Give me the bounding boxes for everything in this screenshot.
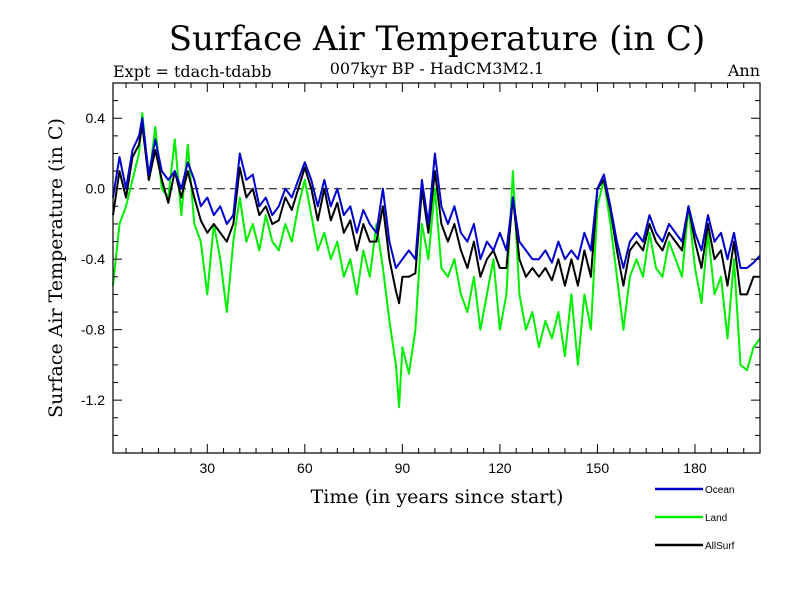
experiment-label: Expt = tdach-tdabb (113, 62, 272, 81)
legend-label-land: Land (705, 513, 727, 524)
x-tick-label: 180 (683, 460, 707, 476)
chart-title: Surface Air Temperature (in C) (169, 19, 705, 59)
x-axis-label: Time (in years since start) (311, 486, 564, 508)
season-label: Ann (727, 61, 760, 80)
series-line-ocean (112, 117, 761, 269)
x-tick-label: 90 (395, 460, 411, 476)
y-tick-label: -1.2 (81, 392, 105, 408)
x-tick-label: 30 (199, 460, 215, 476)
x-tick-label: 60 (297, 460, 313, 476)
plot-series (112, 112, 761, 409)
y-tick-label: 0.4 (86, 110, 106, 126)
plot-ticks: 30 60 90 120 150 180 0.4 0.0 -0.4 -0.8 -1.2 (81, 83, 760, 476)
legend-label-allsurf: AllSurf (705, 541, 735, 552)
legend: Ocean Land AllSurf (655, 485, 735, 552)
chart-subtitle: 007kyr BP - HadCM3M2.1 (330, 59, 544, 78)
y-tick-label: -0.4 (81, 251, 105, 267)
y-axis-label: Surface Air Temperature (in C) (45, 118, 67, 418)
y-tick-label: 0.0 (86, 181, 106, 197)
series-line-allsurf (112, 124, 760, 305)
x-tick-label: 120 (488, 460, 512, 476)
x-tick-label: 150 (586, 460, 610, 476)
legend-label-ocean: Ocean (705, 485, 734, 496)
y-tick-label: -0.8 (81, 322, 105, 338)
plot-frame (112, 82, 761, 454)
series-line-land (112, 112, 761, 409)
